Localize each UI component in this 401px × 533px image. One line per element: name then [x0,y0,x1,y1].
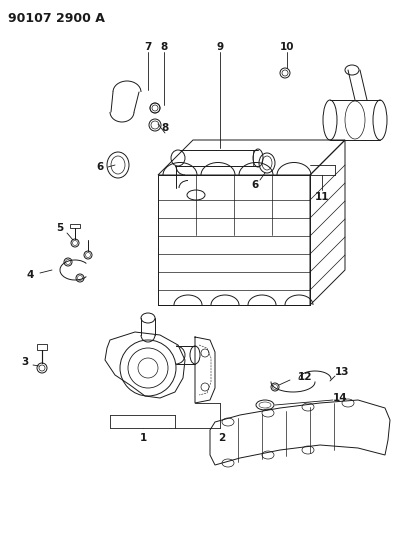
Text: 6: 6 [96,162,103,172]
Text: 90107 2900 A: 90107 2900 A [8,12,105,25]
Text: 10: 10 [279,42,294,52]
Text: 8: 8 [160,42,167,52]
Text: 12: 12 [297,372,312,382]
Text: 2: 2 [218,433,225,443]
Text: 14: 14 [332,393,346,403]
Text: 9: 9 [216,42,223,52]
Text: 3: 3 [21,357,28,367]
Text: 11: 11 [314,192,328,202]
Text: 5: 5 [56,223,63,233]
Text: 13: 13 [334,367,348,377]
Text: 4: 4 [26,270,34,280]
Text: 7: 7 [144,42,151,52]
Text: 1: 1 [139,433,146,443]
Text: 6: 6 [251,180,258,190]
Text: 8: 8 [161,123,168,133]
